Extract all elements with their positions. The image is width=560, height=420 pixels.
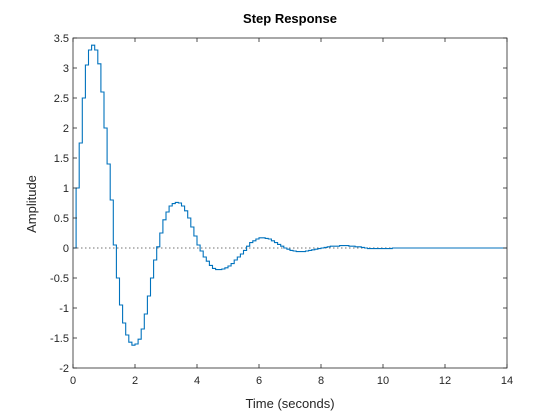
y-tick-label: -1.5 [50, 333, 69, 345]
y-tick-label: 3 [63, 63, 69, 75]
x-tick-label: 2 [132, 375, 138, 387]
y-tick-label: 1.5 [54, 153, 69, 165]
y-axis-label: Amplitude [24, 175, 39, 233]
y-tick-label: 0.5 [54, 213, 69, 225]
y-tick-label: 3.5 [54, 33, 69, 45]
y-tick-label: -2 [59, 363, 69, 375]
y-tick-label: -0.5 [50, 273, 69, 285]
y-tick-label: 1 [63, 183, 69, 195]
y-tick-label: -1 [59, 303, 69, 315]
axes-box [72, 37, 508, 369]
x-tick-label: 4 [194, 375, 200, 387]
x-tick-label: 8 [318, 375, 324, 387]
x-tick-label: 0 [70, 375, 76, 387]
plot-background [73, 38, 507, 368]
plot-area: 0 2 4 6 8 10 12 14 -2 -1.5 -1 -0.5 0 0.5 1 1.5 2 2.5 3 3.5 [50, 33, 513, 387]
x-tick-label: 14 [501, 375, 513, 387]
x-axis-label: Time (seconds) [245, 396, 334, 411]
y-tick-label: 2 [63, 123, 69, 135]
x-tick-label: 12 [439, 375, 451, 387]
y-tick-label: 2.5 [54, 93, 69, 105]
x-tick-label: 6 [256, 375, 262, 387]
x-tick-label: 10 [377, 375, 389, 387]
step-response-series-line [73, 44, 507, 346]
chart-title: Step Response [243, 11, 337, 26]
y-tick-label: 0 [63, 243, 69, 255]
